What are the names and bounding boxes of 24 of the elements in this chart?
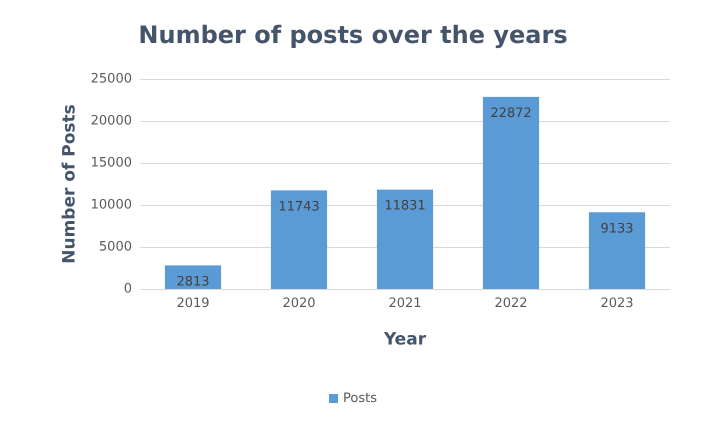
bar	[588, 212, 646, 289]
y-tick-label: 0	[124, 282, 132, 296]
x-tick-label: 2021	[388, 296, 422, 311]
data-label: 11831	[384, 198, 426, 214]
data-label: 9133	[600, 221, 634, 236]
y-tick-label: 15000	[90, 156, 132, 170]
data-label: 22872	[490, 106, 532, 121]
x-axis-title: Year	[382, 330, 427, 350]
x-tick-label: 2023	[600, 296, 634, 311]
bar	[376, 190, 434, 289]
x-tick-label: 2022	[494, 296, 528, 311]
y-axis-title: Number of Posts	[60, 104, 80, 264]
chart-title: Number of posts over the years	[138, 21, 568, 49]
bar	[482, 96, 540, 289]
x-tick-label: 2020	[282, 296, 316, 311]
bar	[270, 190, 328, 289]
legend-label: Posts	[343, 391, 378, 406]
y-tick-label: 5000	[98, 240, 132, 254]
y-tick-label: 10000	[90, 198, 132, 212]
y-tick-label: 25000	[90, 72, 132, 86]
data-label: 11743	[278, 199, 320, 214]
y-tick-label: 20000	[90, 114, 132, 128]
data-label: 2813	[176, 274, 210, 290]
x-tick-label: 2019	[176, 296, 210, 311]
